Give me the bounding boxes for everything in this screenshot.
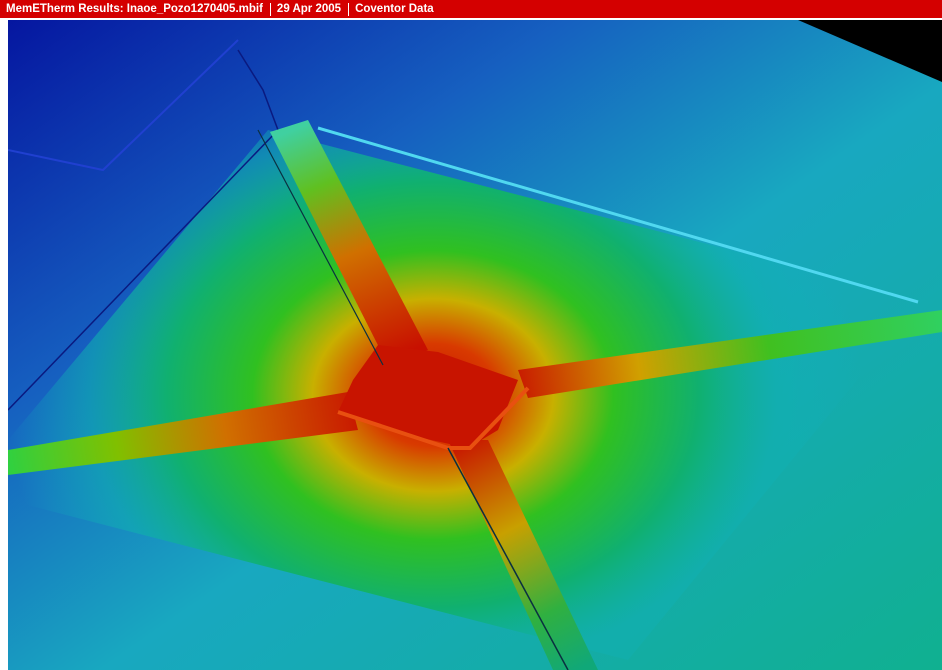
arm [8,392,358,475]
result-title: MemETherm Results: Inaoe_Pozo1270405.mbi… [6,3,263,15]
center-pad [338,345,518,448]
arm [518,310,942,398]
edge-line [257,129,384,366]
edge-line [317,126,919,304]
edge-line [8,39,239,172]
separator [348,2,350,16]
result-date: 29 Apr 2005 [276,3,342,15]
separator [269,2,271,16]
arm [448,440,598,670]
thermal-render [8,20,942,670]
result-source: Coventor Data [355,3,434,15]
void-corner [798,20,942,82]
edge-line [447,447,569,670]
title-bar: MemETherm Results: Inaoe_Pozo1270405.mbi… [0,0,942,18]
edge-line [8,49,279,411]
arm [270,120,428,365]
pad-edge [337,386,530,450]
